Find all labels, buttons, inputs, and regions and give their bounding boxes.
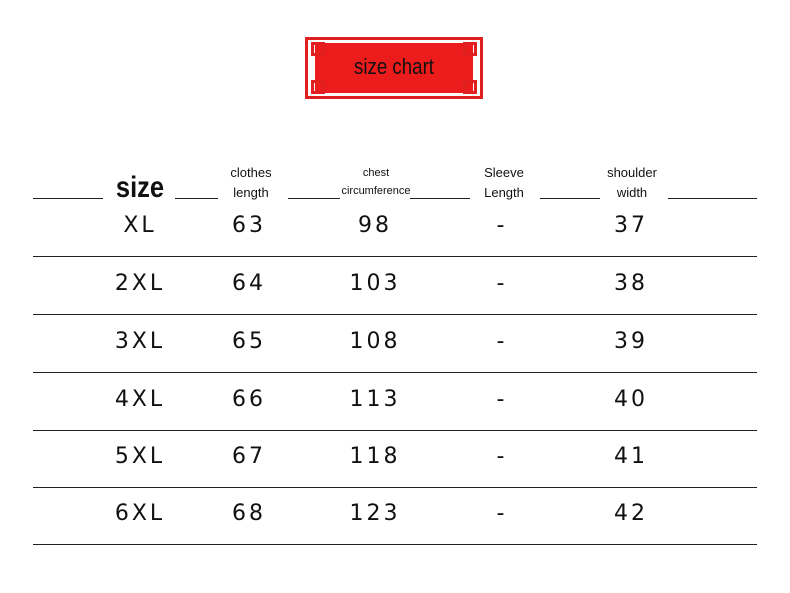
- header-line: circumference: [341, 185, 411, 197]
- header-clothes-length: clothes length: [230, 163, 271, 203]
- cell-chest: 113: [349, 387, 401, 412]
- header-shoulder-width: shoulder width: [607, 163, 657, 203]
- cell-size: 4XL: [114, 387, 166, 412]
- cell-sleeve: -: [496, 213, 508, 238]
- cell-clothes-length: 67: [232, 444, 266, 469]
- header-divider: [410, 198, 470, 199]
- cell-size: 5XL: [114, 444, 166, 469]
- cell-sleeve: -: [496, 444, 508, 469]
- cell-shoulder: 37: [614, 213, 648, 238]
- cell-chest: 98: [358, 213, 392, 238]
- header-line: shoulder: [607, 165, 657, 180]
- cell-shoulder: 42: [614, 501, 648, 526]
- table-row: 4XL 66 113 - 40: [33, 373, 757, 431]
- cell-size: XL: [123, 213, 157, 238]
- header-line: Sleeve: [484, 165, 524, 180]
- header-divider: [288, 198, 340, 199]
- cell-clothes-length: 64: [232, 271, 266, 296]
- row-divider: [33, 544, 757, 545]
- header-size: size: [115, 171, 165, 204]
- cell-sleeve: -: [496, 271, 508, 296]
- header-sleeve-length: Sleeve Length: [484, 163, 524, 203]
- cell-sleeve: -: [496, 501, 508, 526]
- cell-clothes-length: 66: [232, 387, 266, 412]
- cell-shoulder: 40: [614, 387, 648, 412]
- page-title: size chart: [353, 54, 435, 79]
- cell-clothes-length: 63: [232, 213, 266, 238]
- cell-sleeve: -: [496, 387, 508, 412]
- cell-sleeve: -: [496, 329, 508, 354]
- corner-ornament: [311, 80, 325, 94]
- title-banner: size chart: [305, 37, 483, 99]
- header-divider: [175, 198, 218, 199]
- cell-shoulder: 41: [614, 444, 648, 469]
- cell-size: 6XL: [114, 501, 166, 526]
- header-divider: [668, 198, 757, 199]
- row-divider: [33, 256, 757, 257]
- header-divider: [540, 198, 600, 199]
- cell-shoulder: 38: [614, 271, 648, 296]
- row-divider: [33, 372, 757, 373]
- row-divider: [33, 314, 757, 315]
- table-row: XL 63 98 - 37: [33, 199, 757, 257]
- cell-size: 3XL: [114, 329, 166, 354]
- row-divider: [33, 487, 757, 488]
- cell-chest: 123: [349, 501, 401, 526]
- corner-ornament: [311, 42, 325, 56]
- cell-clothes-length: 65: [232, 329, 266, 354]
- header-line: chest: [362, 167, 390, 179]
- banner-fill: [315, 43, 473, 93]
- cell-clothes-length: 68: [232, 501, 266, 526]
- cell-chest: 118: [349, 444, 401, 469]
- header-line: Length: [484, 185, 524, 200]
- cell-chest: 108: [349, 329, 401, 354]
- corner-ornament: [463, 42, 477, 56]
- header-line: length: [233, 185, 269, 200]
- header-line: width: [616, 185, 648, 200]
- banner-frame: [305, 37, 483, 99]
- cell-chest: 103: [349, 271, 401, 296]
- corner-ornament: [463, 80, 477, 94]
- cell-shoulder: 39: [614, 329, 648, 354]
- header-divider: [33, 198, 103, 199]
- table-row: 5XL 67 118 - 41: [33, 430, 757, 488]
- cell-size: 2XL: [114, 271, 166, 296]
- header-line: clothes: [230, 165, 272, 180]
- table-row: 3XL 65 108 - 39: [33, 315, 757, 373]
- table-row: 2XL 64 103 - 38: [33, 257, 757, 315]
- table-row: 6XL 68 123 - 42: [33, 487, 757, 545]
- header-chest: chest circumference: [341, 164, 410, 200]
- row-divider: [33, 430, 757, 431]
